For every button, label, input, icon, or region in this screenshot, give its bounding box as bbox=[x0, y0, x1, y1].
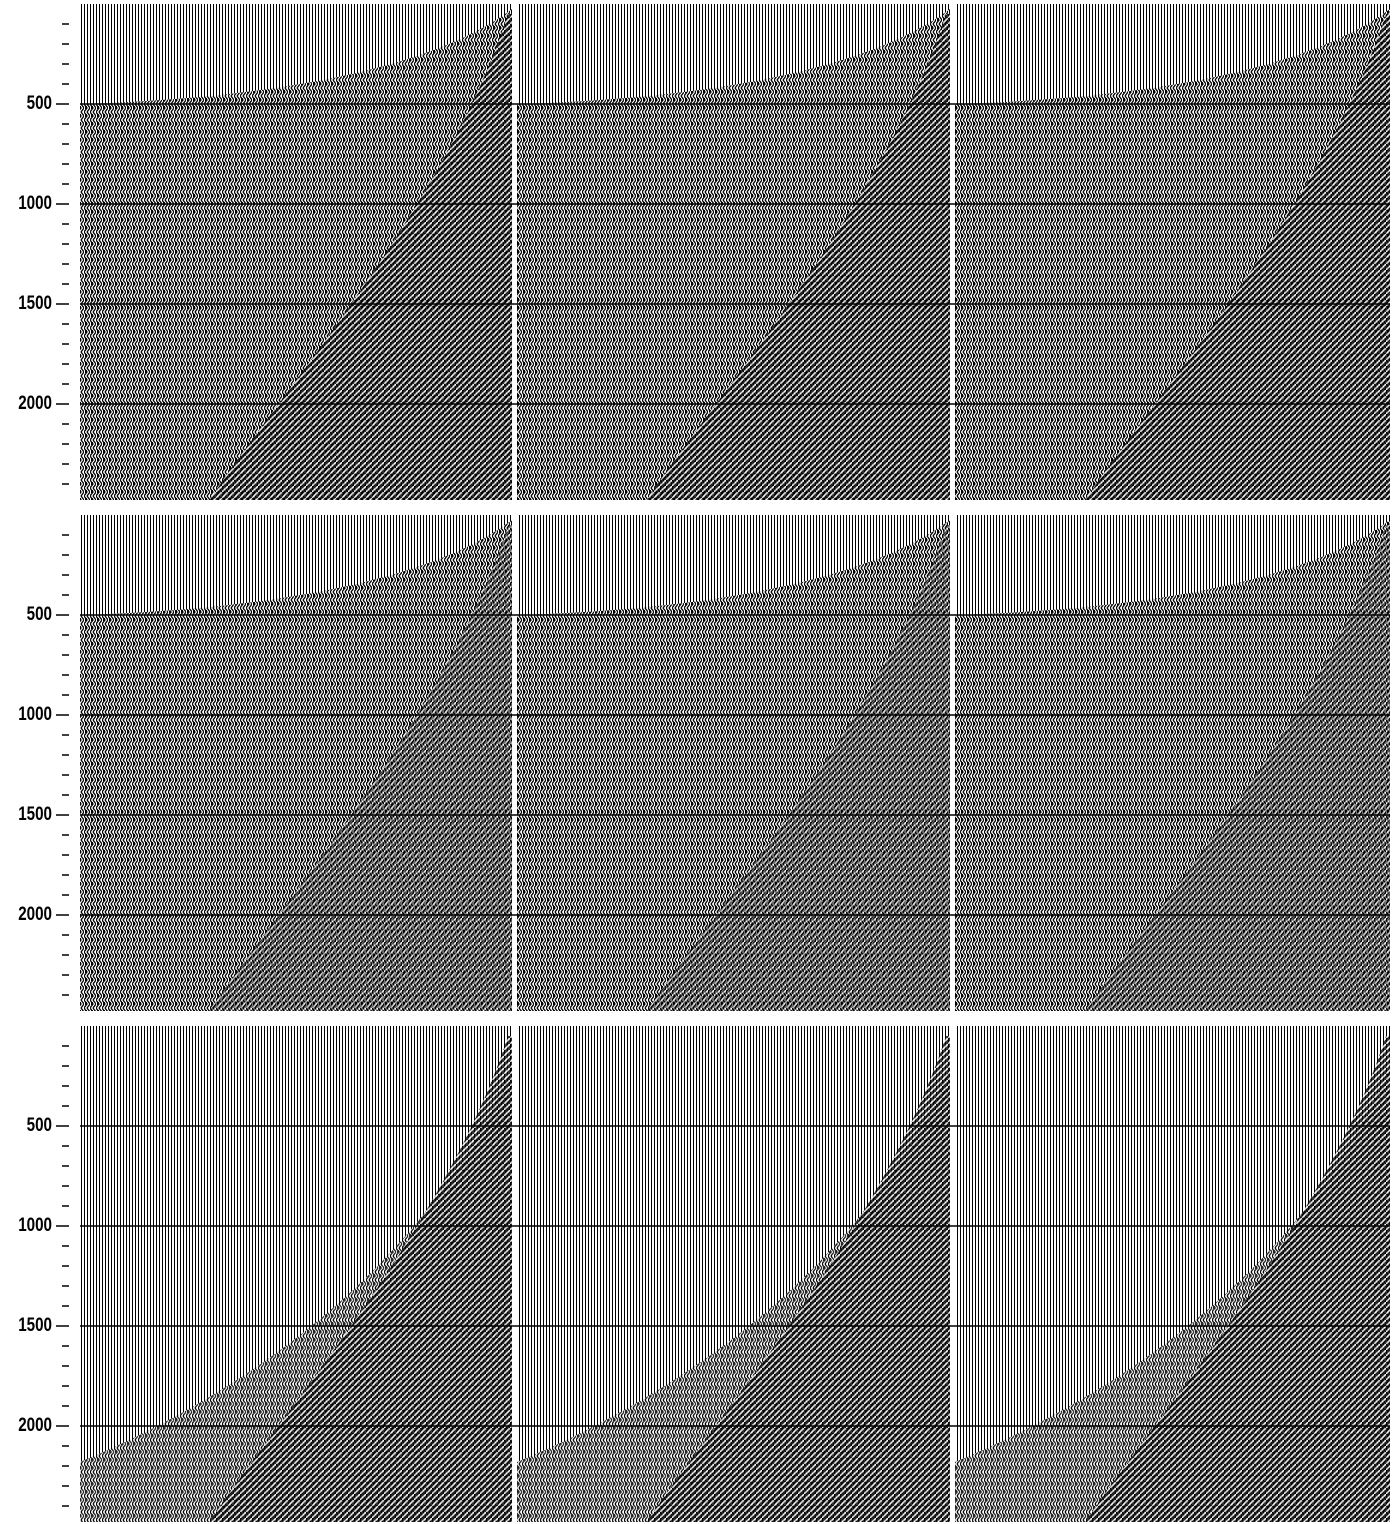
y-tick-label: 500 bbox=[27, 91, 52, 113]
y-tick-label: 1500 bbox=[18, 802, 52, 824]
y-tick-label: 2000 bbox=[18, 1413, 52, 1435]
surface-wave-cone bbox=[209, 525, 512, 1011]
surface-wave-cone bbox=[209, 1036, 512, 1522]
y-tick-label: 500 bbox=[27, 602, 52, 624]
y-tick-label: 1500 bbox=[18, 1313, 52, 1335]
y-tick-label: 1000 bbox=[18, 702, 52, 724]
surface-wave-cone bbox=[1085, 14, 1390, 500]
y-tick-label: 2000 bbox=[18, 902, 52, 924]
surface-wave-cone bbox=[1085, 525, 1390, 1011]
y-tick-label: 2000 bbox=[18, 391, 52, 413]
y-tick-label: 1000 bbox=[18, 191, 52, 213]
surface-wave-cone bbox=[1085, 1036, 1390, 1522]
surface-wave-cone bbox=[646, 1036, 950, 1522]
surface-wave-cone bbox=[646, 14, 950, 500]
surface-wave-cone bbox=[209, 14, 512, 500]
y-tick-label: 500 bbox=[27, 1113, 52, 1135]
surface-wave-cone bbox=[646, 525, 950, 1011]
y-tick-label: 1500 bbox=[18, 291, 52, 313]
y-tick-label: 1000 bbox=[18, 1213, 52, 1235]
